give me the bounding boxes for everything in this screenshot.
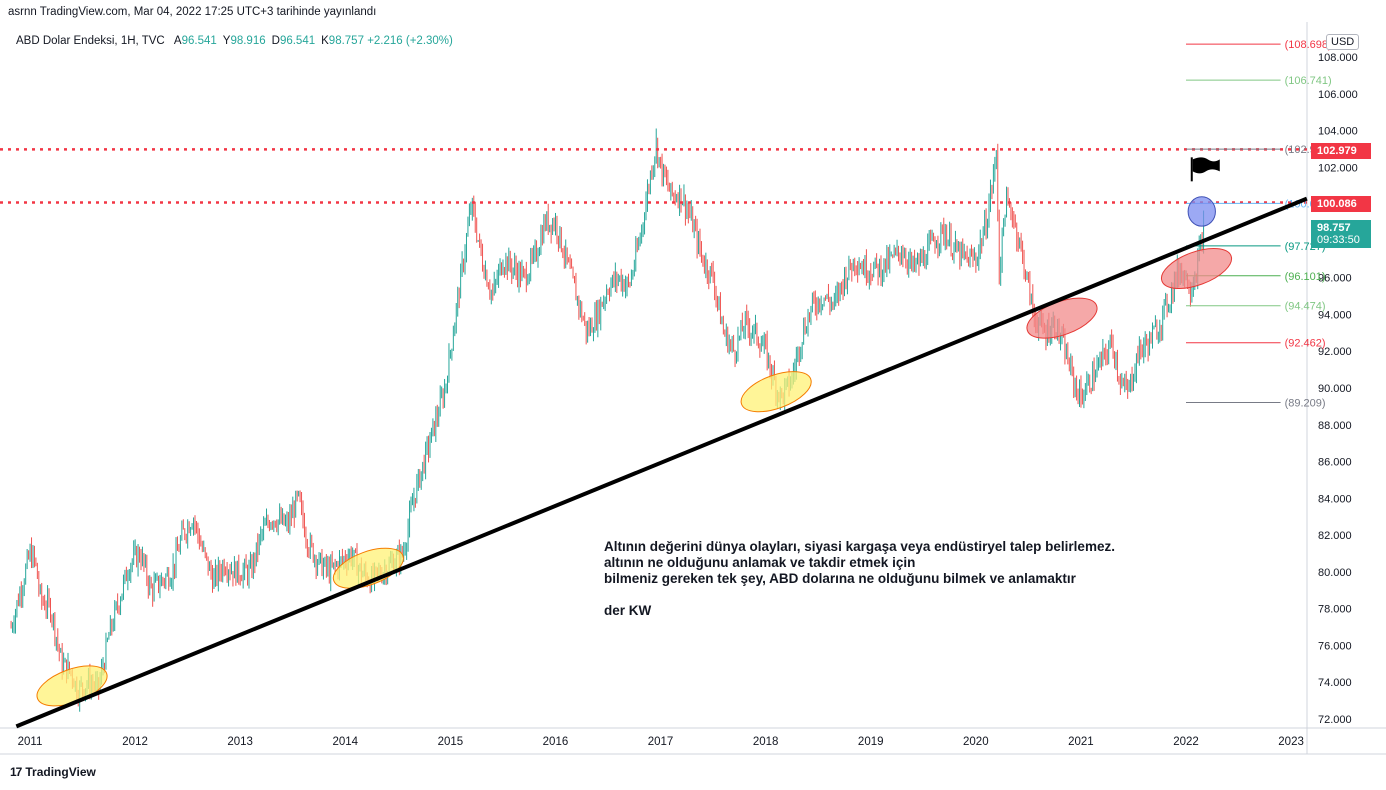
x-tick-label: 2015 — [438, 736, 464, 748]
tradingview-logo-text: TradingView — [25, 765, 96, 779]
x-tick-label: 2021 — [1068, 736, 1094, 748]
flag-icon — [1192, 157, 1220, 174]
annotation-signature: der KW — [604, 603, 652, 618]
y-tick-label: 84.000 — [1318, 493, 1352, 505]
ohlc-value-d: 96.541 — [279, 35, 316, 47]
x-tick-label: 2022 — [1173, 736, 1199, 748]
last-price-time: 09:33:50 — [1317, 234, 1360, 246]
annotation-line-2: altının ne olduğunu anlamak ve takdir et… — [604, 555, 916, 570]
y-tick-label: 80.000 — [1318, 567, 1352, 579]
x-tick-label: 2020 — [963, 736, 989, 748]
ohlc-key-k: K — [321, 35, 329, 47]
y-tick-label: 72.000 — [1318, 714, 1352, 726]
x-tick-label: 2014 — [332, 736, 358, 748]
last-price-tag: 98.757 09:33:50 — [1311, 220, 1371, 248]
last-price-value: 98.757 — [1317, 222, 1351, 234]
x-tick-label: 2023 — [1278, 736, 1304, 748]
x-tick-label: 2017 — [648, 736, 674, 748]
symbol-legend: ABD Dolar Endeksi, 1H, TVC A96.541 Y98.91… — [16, 35, 453, 47]
y-tick-label: 90.000 — [1318, 383, 1352, 395]
y-tick-label: 108.000 — [1318, 52, 1358, 64]
published-caption: asrnn TradingView.com, Mar 04, 2022 17:2… — [8, 6, 377, 18]
y-tick-label: 102.000 — [1318, 162, 1358, 174]
y-tick-label: 82.000 — [1318, 530, 1352, 542]
y-tick-label: 94.000 — [1318, 309, 1352, 321]
y-tick-label: 104.000 — [1318, 126, 1358, 138]
highlight-ellipse — [332, 547, 404, 589]
highlight-circle — [1187, 196, 1216, 227]
ohlc-value-a: 96.541 — [181, 35, 217, 47]
fib-level-label: (106.741) — [1285, 75, 1332, 87]
y-tick-label: 106.000 — [1318, 89, 1358, 101]
highlight-ellipse — [740, 371, 812, 413]
fib-level-label: (89.209) — [1285, 398, 1326, 410]
annotation-line-1: Altının değerini dünya olayları, siyasi … — [604, 539, 1115, 554]
support-trendline — [15, 196, 1308, 729]
price-tag-102979: 102.979 — [1311, 143, 1371, 159]
x-tick-label: 2012 — [122, 736, 148, 748]
annotation-line-3: bilmeniz gereken tek şey, ABD dolarına n… — [604, 571, 1076, 586]
price-tag-100086: 100.086 — [1311, 196, 1371, 212]
ohlc-value-y: 98.916 — [230, 35, 266, 47]
candles — [10, 128, 1205, 712]
fib-level-label: (94.474) — [1285, 301, 1326, 313]
x-tick-label: 2011 — [18, 736, 43, 748]
x-tick-label: 2019 — [858, 736, 884, 748]
x-tick-label: 2013 — [227, 736, 253, 748]
y-tick-label: 78.000 — [1318, 604, 1352, 616]
ohlc-key-d: D — [271, 35, 280, 47]
annotation-text: Altının değerini dünya olayları, siyasi … — [604, 539, 1115, 619]
fib-level-label: (96.101) — [1285, 271, 1326, 283]
ohlc-key-a: A — [173, 35, 182, 47]
y-tick-label: 76.000 — [1318, 640, 1352, 652]
highlight-ellipse — [1160, 247, 1233, 289]
y-tick-label: 92.000 — [1318, 346, 1352, 358]
x-tick-label: 2018 — [753, 736, 779, 748]
fib-level-label: (92.462) — [1285, 338, 1326, 350]
ohlc-values: A96.541 Y98.916 D96.541 K98.757 — [168, 35, 364, 47]
ohlc-key-y: Y — [222, 35, 231, 47]
tradingview-logo[interactable]: 17 TradingView — [10, 765, 96, 779]
y-tick-label: 88.000 — [1318, 420, 1352, 432]
symbol-name: ABD Dolar Endeksi, 1H, TVC — [16, 35, 165, 47]
fib-level-label: (108.698) — [1285, 39, 1332, 51]
currency-button[interactable]: USD — [1326, 34, 1360, 50]
y-tick-label: 74.000 — [1318, 677, 1352, 689]
y-tick-label: 86.000 — [1318, 457, 1352, 469]
change-value: +2.216 (+2.30%) — [367, 35, 453, 47]
y-tick-label: 96.000 — [1318, 273, 1352, 285]
x-tick-label: 2016 — [543, 736, 569, 748]
tradingview-logo-icon: 17 — [10, 765, 22, 779]
ohlc-value-k: 98.757 — [328, 35, 364, 47]
